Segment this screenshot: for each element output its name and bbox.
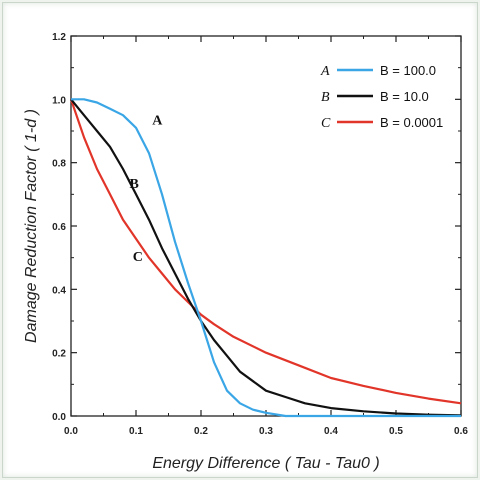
y-tick-label: 1.2 <box>52 32 66 43</box>
legend-entry-b: B = 10.0 <box>380 89 429 104</box>
x-tick-label: 0.2 <box>194 426 208 437</box>
curve-label-a: A <box>152 114 163 129</box>
line-chart: 0.0 0.1 0.2 0.3 0.4 0.5 0.6 0.0 0.2 0.4 0.6 0.8 1.0 1… <box>23 32 468 472</box>
legend-entry-a: B = 100.0 <box>380 63 436 78</box>
x-tick-label: 0.3 <box>259 426 273 437</box>
legend-entry-c: B = 0.0001 <box>380 115 443 130</box>
y-tick-label: 1.0 <box>52 95 66 106</box>
series-line-a <box>71 98 461 418</box>
curve-label-b: B <box>130 177 139 192</box>
x-tick-label: 0.1 <box>129 426 143 437</box>
series-group <box>69 98 462 418</box>
curve-label-c: C <box>133 250 143 265</box>
x-tick-label: 0.6 <box>454 426 468 437</box>
x-tick-label: 0.0 <box>64 426 78 437</box>
legend-letter-a: A <box>320 64 330 79</box>
y-tick-label: 0.0 <box>52 412 66 423</box>
legend: A B = 100.0 B B = 10.0 C B = 0.0001 <box>320 63 443 131</box>
legend-letter-b: B <box>321 90 330 105</box>
y-tick-label: 0.4 <box>52 285 66 296</box>
x-tick-label: 0.5 <box>389 426 403 437</box>
y-axis-title: Damage Reduction Factor ( 1-d ) <box>23 109 40 343</box>
y-tick-label: 0.8 <box>52 159 66 170</box>
x-tick-label: 0.4 <box>324 426 338 437</box>
y-tick-label: 0.2 <box>52 349 66 360</box>
x-axis-title: Energy Difference ( Tau - Tau0 ) <box>152 455 379 472</box>
legend-letter-c: C <box>321 116 331 131</box>
curve-annotations: A B C <box>130 114 164 265</box>
axis-ticks: 0.0 0.1 0.2 0.3 0.4 0.5 0.6 0.0 0.2 0.4 0.6 0.8 1.0 1… <box>52 32 468 437</box>
y-tick-label: 0.6 <box>52 222 66 233</box>
series-line-b <box>70 98 462 417</box>
